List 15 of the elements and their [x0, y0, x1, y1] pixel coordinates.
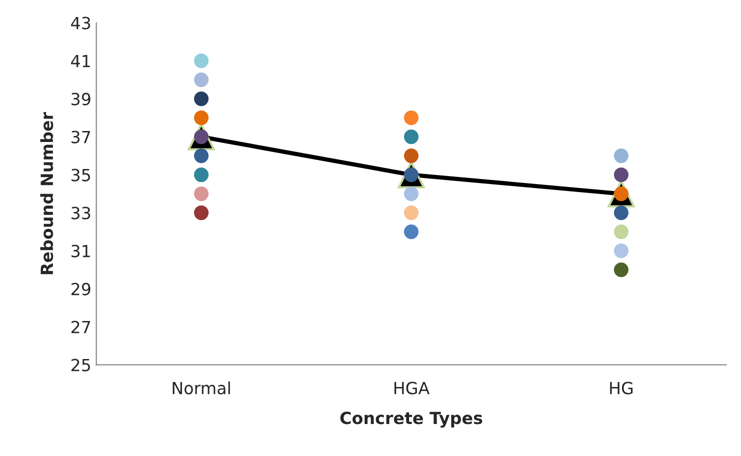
x-tick-label: Normal [172, 381, 230, 394]
x-tick-label: HGA [394, 382, 430, 394]
y-tick-label: 29 [71, 282, 90, 296]
y-axis-title: Rebound Number [40, 112, 54, 274]
x-tick-label: HG [610, 382, 633, 394]
y-tick-label: 33 [72, 206, 90, 220]
y-tick-label: 31 [72, 244, 90, 258]
y-tick-label: 25 [71, 358, 90, 372]
y-tick-label: 35 [72, 168, 90, 182]
y-tick-label: 27 [71, 320, 90, 334]
y-tick-label: 43 [71, 16, 90, 30]
x-axis-title: Concrete Types [340, 412, 482, 428]
y-tick-label: 37 [72, 130, 90, 144]
y-tick-label: 41 [71, 54, 90, 68]
y-tick-label: 39 [72, 92, 90, 106]
